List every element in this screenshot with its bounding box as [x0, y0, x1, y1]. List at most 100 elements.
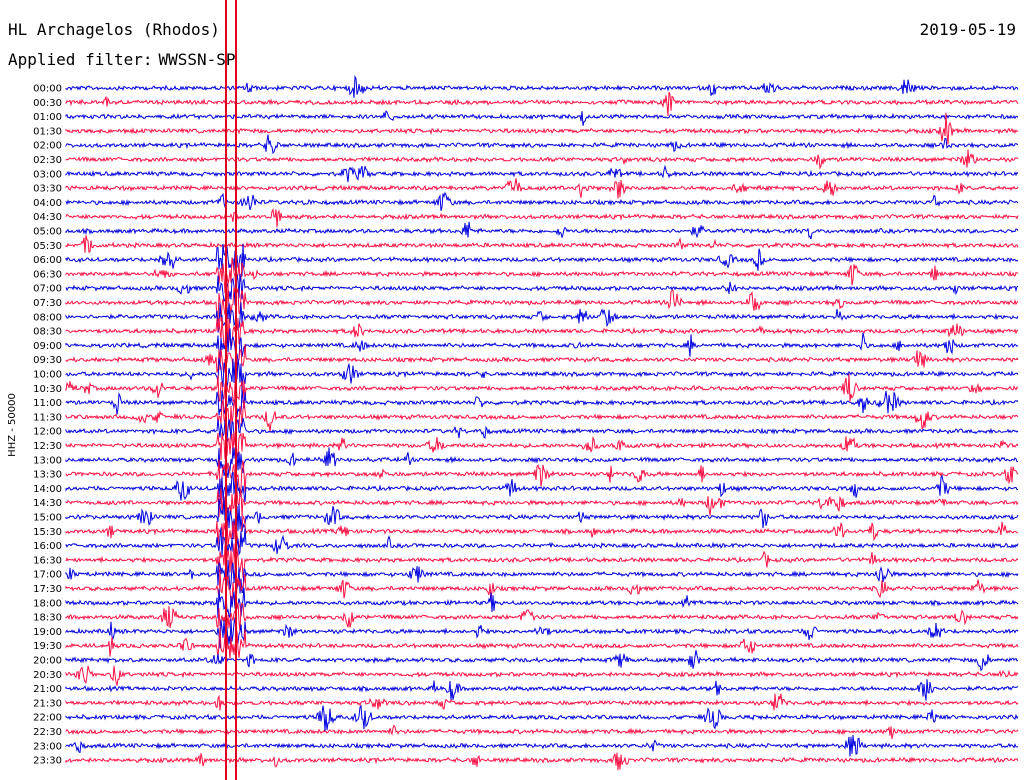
- row-label: 05:30: [33, 241, 62, 252]
- row-label: 05:00: [33, 227, 62, 238]
- row-label: 13:00: [33, 455, 62, 466]
- row-label: 06:00: [33, 255, 62, 266]
- row-label: 21:30: [33, 698, 62, 709]
- row-label: 03:30: [33, 184, 62, 195]
- trace-row: [65, 208, 1019, 228]
- channel-label: HHZ - 50000: [7, 393, 18, 457]
- row-label: 17:00: [33, 570, 62, 581]
- row-label: 16:30: [33, 555, 62, 566]
- trace-row: [65, 149, 1019, 170]
- trace-row: [65, 587, 1019, 619]
- row-label: 17:30: [33, 584, 62, 595]
- row-label: 20:00: [33, 656, 62, 667]
- trace-row: [65, 91, 1019, 117]
- row-label: 03:00: [33, 169, 62, 180]
- trace-row: [65, 314, 1019, 349]
- trace-row: [65, 514, 1019, 549]
- trace-row: [65, 752, 1019, 771]
- row-label: 23:30: [33, 756, 62, 767]
- trace-row: [65, 235, 1019, 254]
- row-label: 07:30: [33, 298, 62, 309]
- row-label: 06:30: [33, 269, 62, 280]
- row-label-group: 00:00 00:30 01:00 01:30 02:00 02:30 03:00 03:30…: [33, 84, 62, 767]
- trace-row: [65, 357, 1019, 393]
- trace-row: [65, 560, 1019, 594]
- row-label: 07:00: [33, 284, 62, 295]
- row-label: 19:00: [33, 627, 62, 638]
- trace-row: [65, 270, 1019, 306]
- row-label: 08:00: [33, 312, 62, 323]
- row-label: 15:00: [33, 513, 62, 524]
- trace-row: [65, 243, 1019, 277]
- trace-row: [65, 112, 1019, 145]
- trace-row: [65, 650, 1019, 672]
- trace-row: [65, 693, 1019, 711]
- trace-row: [65, 471, 1019, 505]
- trace-row: [65, 343, 1019, 373]
- row-label: 02:30: [33, 155, 62, 166]
- row-label: 09:30: [33, 355, 62, 366]
- trace-row: [65, 602, 1019, 632]
- trace-row: [65, 110, 1019, 126]
- trace-row: [65, 543, 1019, 578]
- row-label: 14:00: [33, 484, 62, 495]
- trace-row: [65, 373, 1019, 404]
- trace-row: [65, 328, 1019, 363]
- row-label: 01:00: [33, 112, 62, 123]
- row-label: 18:00: [33, 598, 62, 609]
- trace-row: [65, 627, 1019, 661]
- trace-row: [65, 704, 1019, 732]
- row-label: 10:00: [33, 370, 62, 381]
- filter-label: Applied filter:: [8, 50, 153, 69]
- row-label: 14:30: [33, 498, 62, 509]
- row-label: 12:30: [33, 441, 62, 452]
- trace-row: [65, 302, 1019, 333]
- trace-row: [65, 459, 1019, 493]
- trace-group: [65, 75, 1019, 771]
- trace-row: [65, 178, 1019, 199]
- trace-row: [65, 617, 1019, 649]
- marker-lines: [225, 0, 237, 780]
- trace-row: [65, 665, 1019, 686]
- row-label: 18:30: [33, 613, 62, 624]
- trace-row: [65, 417, 1019, 444]
- row-label: 13:30: [33, 470, 62, 481]
- date-label: 2019-05-19: [919, 20, 1016, 39]
- trace-row: [65, 569, 1019, 608]
- row-label: 09:00: [33, 341, 62, 352]
- station-title: HL Archagelos (Rhodos): [8, 20, 220, 39]
- row-label: 22:30: [33, 727, 62, 738]
- row-label: 11:00: [33, 398, 62, 409]
- trace-row: [65, 221, 1019, 240]
- trace-row: [65, 527, 1019, 560]
- row-label: 08:30: [33, 327, 62, 338]
- row-label: 04:00: [33, 198, 62, 209]
- row-label: 19:30: [33, 641, 62, 652]
- row-label: 21:00: [33, 684, 62, 695]
- trace-row: [65, 488, 1019, 518]
- row-label: 23:00: [33, 741, 62, 752]
- row-label: 00:00: [33, 84, 62, 95]
- trace-row: [65, 441, 1018, 478]
- row-label: 00:30: [33, 98, 62, 109]
- trace-row: [65, 734, 1019, 757]
- row-label: 11:30: [33, 412, 62, 423]
- row-label: 10:30: [33, 384, 62, 395]
- trace-row: [65, 496, 1019, 540]
- row-label: 20:30: [33, 670, 62, 681]
- trace-row: [65, 191, 1019, 212]
- trace-row: [65, 75, 1019, 98]
- trace-row: [65, 389, 1019, 418]
- trace-row: [65, 134, 1019, 155]
- trace-row: [65, 257, 1019, 294]
- row-label: 02:00: [33, 141, 62, 152]
- row-label: 12:00: [33, 427, 62, 438]
- filter-caption: Applied filter: WWSSN-SP: [8, 50, 236, 69]
- trace-row: [65, 679, 1019, 701]
- trace-row: [65, 284, 1019, 322]
- trace-row: [65, 431, 1019, 460]
- trace-row: [65, 164, 1019, 183]
- filter-value: WWSSN-SP: [158, 50, 236, 69]
- row-label: 01:30: [33, 126, 62, 137]
